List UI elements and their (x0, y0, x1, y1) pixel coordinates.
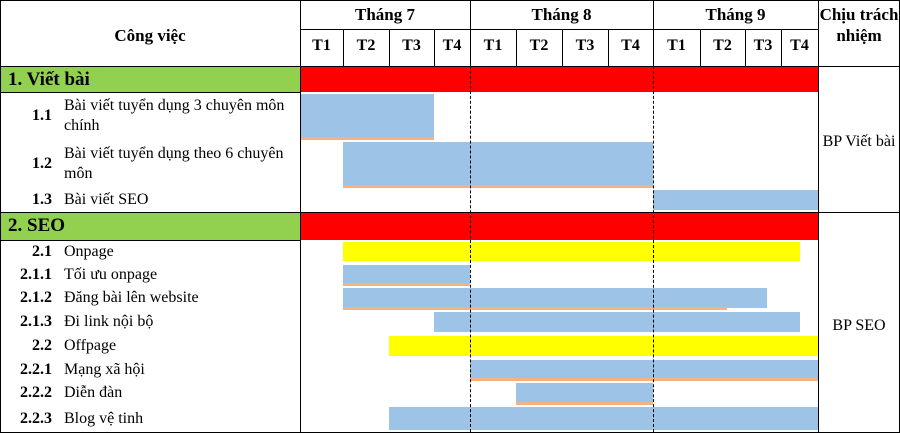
task-number: 2.1.3 (20, 313, 52, 330)
grid-line (608, 29, 609, 66)
week-header: T4 (790, 37, 809, 54)
month-divider (653, 66, 654, 432)
section-title: 1. Viết bài (8, 69, 90, 90)
grid-line (0, 0, 300, 1)
task-bar (300, 94, 434, 138)
grid-line (0, 66, 900, 67)
month-header-8: Tháng 8 (531, 5, 592, 24)
week-header: T1 (483, 37, 503, 54)
task-label: Đăng bài lên website (64, 289, 199, 306)
task-number: 2.1.1 (20, 265, 52, 283)
grid-line (300, 0, 900, 1)
group-bar (389, 336, 818, 356)
week-header: T4 (442, 37, 462, 54)
progress-line (343, 185, 653, 188)
section-timeline-bar (300, 66, 818, 92)
week-header: T2 (713, 37, 732, 54)
week-header: T1 (667, 37, 686, 54)
task-label: Bài viết SEO (64, 191, 149, 208)
grid-line (516, 29, 517, 66)
grid-line (653, 0, 654, 66)
responsible-owner: BP SEO (832, 317, 886, 334)
progress-line (343, 283, 470, 286)
progress-line (343, 307, 727, 310)
grid-line (300, 0, 301, 433)
section-header-cell (0, 66, 300, 92)
progress-line (470, 378, 818, 381)
section-header-cell (0, 212, 300, 240)
grid-line (0, 92, 300, 93)
task-label: Bài viết tuyển dụng theo 6 chuyên môn (64, 145, 284, 182)
task-label: Bài viết tuyển dụng 3 chuyên môn chính (64, 97, 285, 134)
task-label: Onpage (64, 242, 114, 260)
grid-line (745, 29, 746, 66)
task-bar (389, 407, 818, 430)
month-header-9: Tháng 9 (705, 5, 766, 24)
grid-line (818, 0, 819, 433)
week-header: T3 (575, 37, 595, 54)
task-bar (516, 383, 653, 403)
month-divider (470, 66, 471, 432)
section-timeline-bar (300, 212, 818, 240)
task-bar (343, 288, 767, 308)
owner-column-header: Chịu trách nhiệm (819, 5, 899, 45)
month-header-7: Tháng 7 (355, 5, 415, 24)
grid-line (343, 29, 344, 66)
task-number: 1.1 (32, 107, 52, 124)
task-number: 2.1.2 (20, 289, 52, 306)
grid-line (700, 29, 701, 66)
grid-line (562, 29, 563, 66)
task-bar (653, 190, 818, 210)
task-label: Mạng xã hội (64, 360, 145, 378)
task-number: 1.3 (32, 191, 52, 208)
task-number: 1.2 (32, 155, 52, 172)
grid-line (0, 212, 900, 213)
week-header: T3 (753, 37, 773, 54)
task-label: Tối ưu onpage (64, 265, 158, 283)
week-header: T1 (312, 37, 331, 54)
progress-line (300, 137, 434, 140)
grid-line (470, 0, 471, 66)
progress-line (516, 402, 653, 405)
task-bar (434, 312, 800, 332)
grid-line (300, 29, 818, 30)
task-label: Offpage (64, 337, 117, 354)
task-label: Diễn đàn (64, 384, 123, 401)
week-header: T2 (356, 37, 376, 54)
section-title: 2. SEO (8, 215, 66, 236)
grid-line (781, 29, 782, 66)
task-column-header: Công việc (114, 26, 186, 45)
task-bar (343, 265, 470, 284)
week-header: T2 (529, 37, 549, 54)
group-bar (343, 242, 800, 261)
task-label: Đi link nội bộ (64, 313, 154, 330)
grid-line (0, 240, 300, 241)
task-number: 2.2.1 (20, 360, 52, 378)
task-number: 2.2 (32, 337, 52, 354)
task-label: Blog vệ tinh (64, 409, 144, 427)
task-number: 2.2.2 (20, 384, 52, 401)
task-bar (470, 360, 818, 379)
grid-line (0, 0, 1, 433)
grid-line (434, 29, 435, 66)
responsible-owner: BP Viết bài (822, 133, 896, 150)
grid-line (389, 29, 390, 66)
task-number: 2.1 (32, 242, 52, 260)
task-number: 2.2.3 (20, 409, 52, 427)
task-bar (343, 142, 653, 186)
week-header: T3 (402, 37, 421, 54)
week-header: T4 (621, 37, 640, 54)
